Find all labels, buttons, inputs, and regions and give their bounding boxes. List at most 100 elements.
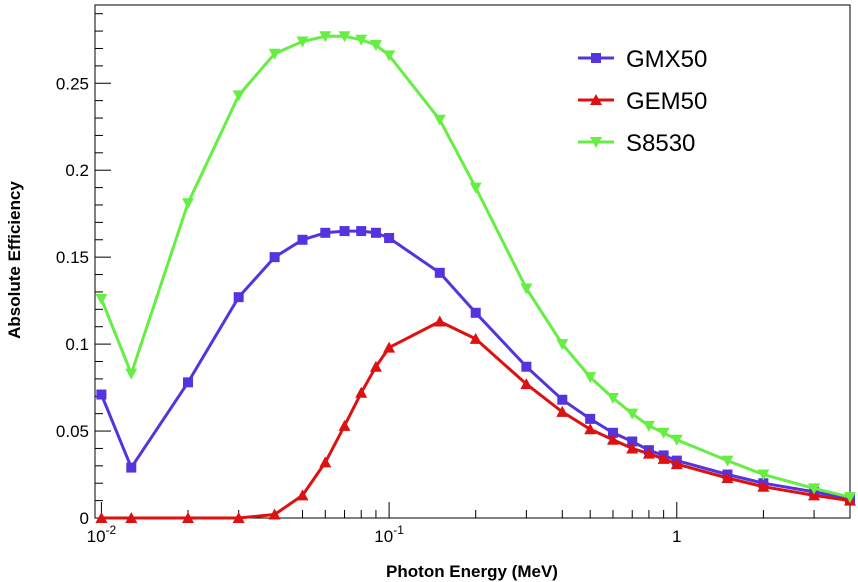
data-point [384,233,395,244]
legend-label: GMX50 [626,46,707,73]
legend-label: S8530 [626,130,695,157]
y-axis-title: Absolute Efficiency [5,181,24,339]
series-gmx50 [96,226,855,504]
data-point [182,198,195,210]
data-point [433,114,446,126]
data-point [125,512,138,523]
series-line [100,229,851,501]
data-point [606,433,619,445]
series-line [100,34,851,499]
data-point [268,508,281,520]
data-point [584,372,597,384]
data-point [232,90,245,102]
data-point [320,227,331,238]
data-point [434,267,445,278]
data-point [338,31,351,43]
data-point [808,483,821,495]
data-point [844,492,856,504]
plot-border [94,4,851,519]
x-axis-title: Photon Energy (MeV) [386,562,558,581]
data-point [757,469,770,481]
data-point [297,234,308,245]
data-point [182,512,195,523]
legend-marker [590,137,602,148]
x-tick-label: 10-2 [87,523,117,546]
data-point [95,293,108,305]
data-point [356,226,367,237]
data-point [607,427,618,438]
series-gem50 [95,315,856,523]
legend-marker [591,53,601,63]
series-layer [95,31,856,523]
data-point [657,427,670,439]
data-point [470,307,481,318]
y-tick-label: 0.15 [56,248,89,267]
data-point [606,393,619,405]
data-point [670,458,683,470]
series-s8530 [95,31,856,504]
x-tick-label: 1 [672,527,681,546]
plot-frame [94,4,851,519]
y-tick-label: 0.05 [56,422,89,441]
y-tick-label: 0.1 [65,335,89,354]
data-point [319,456,332,468]
legend-item: GMX50 [578,46,707,73]
data-point [520,378,533,390]
data-point [296,489,309,501]
data-point [757,480,770,492]
data-point [269,252,280,263]
data-point [808,489,821,501]
series-line [101,320,851,520]
data-point [95,512,108,523]
data-point [670,434,683,446]
data-point [126,462,137,473]
data-point [183,377,194,388]
data-point [296,36,309,48]
legend-item: GEM50 [578,88,707,115]
legend-item: S8530 [578,130,695,157]
legend-label: GEM50 [626,88,707,115]
data-point [433,315,446,327]
data-point [319,31,332,43]
data-point [657,452,670,464]
data-point [721,455,734,467]
data-point [125,368,138,380]
data-point [556,339,569,351]
data-point [96,389,107,400]
data-point [268,48,281,60]
data-point [370,227,381,238]
x-axis: 10-2 10-1 1 [87,502,851,546]
data-point [369,360,382,372]
data-point [642,447,655,459]
data-point [355,34,368,46]
data-point [469,182,482,194]
data-point [383,50,396,62]
data-point [232,512,245,523]
legend: GMX50 GEM50 S8530 [578,46,707,157]
data-point [339,226,350,237]
y-tick-label: 0.2 [65,161,89,180]
data-point [557,394,568,405]
data-point [338,419,351,431]
data-point [626,442,639,454]
data-point [721,472,734,484]
y-axis: 0 0.05 0.1 0.15 0.2 0.25 [56,13,111,528]
data-point [383,341,396,353]
data-point [626,408,639,420]
data-point [469,332,482,344]
data-point [627,436,638,447]
legend-marker [590,94,602,105]
data-point [585,413,596,424]
data-point [520,283,533,295]
x-tick-label: 10-1 [374,523,404,546]
y-tick-label: 0 [80,509,89,528]
data-point [584,423,597,435]
data-point [556,405,569,417]
data-point [521,361,532,372]
data-point [369,39,382,51]
data-point [233,292,244,303]
y-tick-label: 0.25 [56,74,89,93]
data-point [355,386,368,398]
data-point [642,420,655,432]
